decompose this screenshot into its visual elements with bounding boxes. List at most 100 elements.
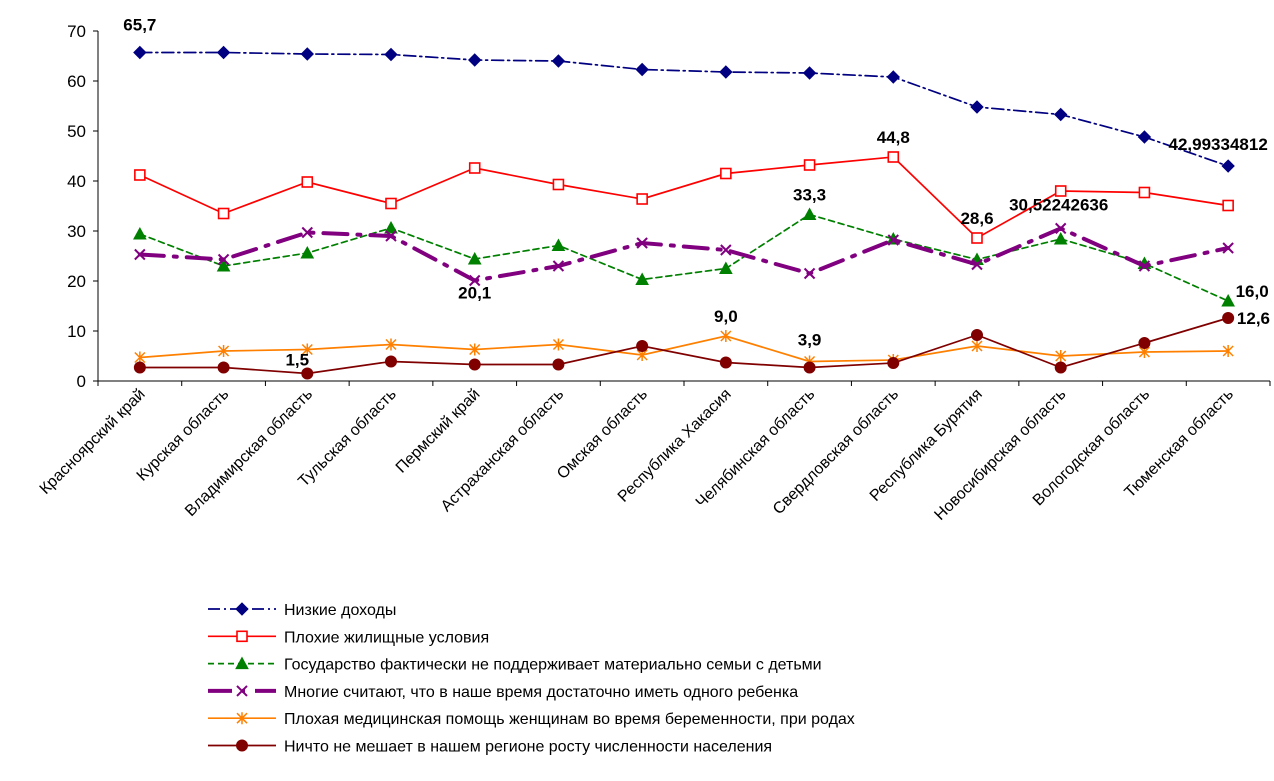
- data-point: [971, 329, 983, 341]
- data-point: [468, 162, 481, 174]
- legend-marker: [236, 712, 248, 725]
- legend-marker: [235, 656, 249, 670]
- data-label: 9,0: [714, 307, 738, 326]
- data-point: [1222, 312, 1235, 324]
- data-labels: 65,7 42,99334812 44,8 28,6 33,3 16,0 20,1 30,52…: [123, 16, 1270, 370]
- data-point: [384, 220, 398, 234]
- data-point: [1055, 350, 1067, 362]
- series-0: [133, 45, 1235, 173]
- data-label: 30,52242636: [1009, 195, 1108, 214]
- data-point: [468, 358, 481, 371]
- data-point: [1221, 159, 1235, 173]
- x-tick-label: Пермский край: [393, 386, 484, 477]
- data-point: [134, 248, 146, 261]
- data-label: 12,6: [1237, 309, 1270, 328]
- y-tick-label: 70: [67, 22, 86, 41]
- data-point: [218, 345, 230, 357]
- data-point: [887, 151, 900, 163]
- data-label: 33,3: [793, 186, 826, 205]
- data-point: [1222, 199, 1234, 212]
- axes: 0 10 20 30 40 50 60 70 Красноярский крайКурская …: [37, 22, 1271, 524]
- data-point: [802, 207, 817, 220]
- data-point: [1055, 222, 1067, 235]
- data-label: 42,99334812: [1169, 135, 1268, 154]
- data-point: [635, 272, 649, 285]
- y-tick-label: 50: [67, 122, 86, 141]
- data-point: [217, 361, 230, 374]
- x-tick-label: Омская область: [554, 386, 651, 483]
- data-point: [1054, 107, 1068, 122]
- series-2: [133, 207, 1235, 307]
- data-point: [133, 226, 147, 240]
- data-point: [971, 258, 983, 271]
- x-tick-label: Красноярский край: [37, 386, 149, 498]
- data-label: 44,8: [877, 128, 910, 147]
- data-point: [636, 237, 648, 249]
- legend-marker: [236, 739, 248, 752]
- data-point: [216, 258, 231, 272]
- data-label: 16,0: [1236, 282, 1269, 301]
- data-point: [385, 355, 397, 368]
- data-point: [552, 260, 565, 272]
- y-tick-label: 60: [67, 72, 86, 91]
- data-point: [1137, 130, 1152, 144]
- data-point: [552, 338, 564, 351]
- data-point: [1222, 242, 1234, 254]
- y-tick-label: 30: [67, 222, 86, 241]
- data-point: [802, 66, 817, 80]
- legend-label: Низкие доходы: [284, 602, 396, 619]
- legend-entry: Низкие доходы: [208, 602, 396, 619]
- legend-marker: [236, 685, 248, 697]
- data-point: [551, 238, 566, 251]
- data-point: [970, 100, 984, 114]
- data-point: [552, 178, 565, 191]
- data-point: [301, 367, 314, 380]
- data-point: [886, 70, 900, 84]
- legend-label: Плохая медицинская помощь женщинам во вр…: [284, 711, 855, 728]
- data-label: 3,9: [798, 331, 822, 350]
- data-point: [133, 361, 146, 374]
- x-tick-label: Курская область: [134, 386, 233, 485]
- series-line: [139, 51, 1229, 167]
- data-point: [469, 343, 481, 356]
- data-point: [1222, 345, 1234, 357]
- legend-entry: Многие считают, что в наше время достато…: [208, 684, 798, 701]
- data-point: [300, 47, 314, 61]
- legend-entry: Плохие жилищные условия: [208, 629, 489, 646]
- data-point: [217, 253, 230, 266]
- data-label: 20,1: [458, 284, 491, 303]
- data-point: [1138, 260, 1151, 272]
- data-point: [467, 251, 482, 265]
- series-line: [137, 226, 1231, 283]
- data-point: [635, 62, 649, 77]
- series-line: [139, 213, 1229, 302]
- data-point: [385, 230, 397, 242]
- data-point: [971, 340, 983, 352]
- data-point: [1053, 231, 1068, 245]
- data-point: [803, 267, 816, 280]
- data-point: [636, 193, 648, 205]
- legend-entry: Государство фактически не поддерживает м…: [208, 656, 822, 674]
- data-point: [803, 361, 816, 374]
- data-label: 1,5: [285, 351, 309, 370]
- series-5: [133, 312, 1235, 380]
- legend: Низкие доходы Плохие жилищные условия Госу…: [208, 602, 855, 756]
- data-point: [469, 274, 481, 287]
- data-point: [133, 45, 147, 60]
- data-point: [636, 340, 649, 352]
- data-point: [719, 356, 732, 369]
- data-point: [301, 176, 314, 188]
- series-line: [139, 156, 1229, 240]
- legend-entry: Плохая медицинская помощь женщинам во вр…: [208, 711, 855, 728]
- legend-marker: [235, 602, 249, 616]
- y-tick-label: 40: [67, 172, 86, 191]
- data-point: [134, 169, 146, 181]
- data-point: [720, 330, 732, 342]
- y-tick-label: 0: [77, 372, 86, 391]
- data-point: [719, 261, 733, 274]
- data-point: [552, 358, 565, 371]
- legend-entry: Ничто не мешает в нашем регионе росту чи…: [208, 739, 772, 756]
- data-point: [1054, 361, 1067, 374]
